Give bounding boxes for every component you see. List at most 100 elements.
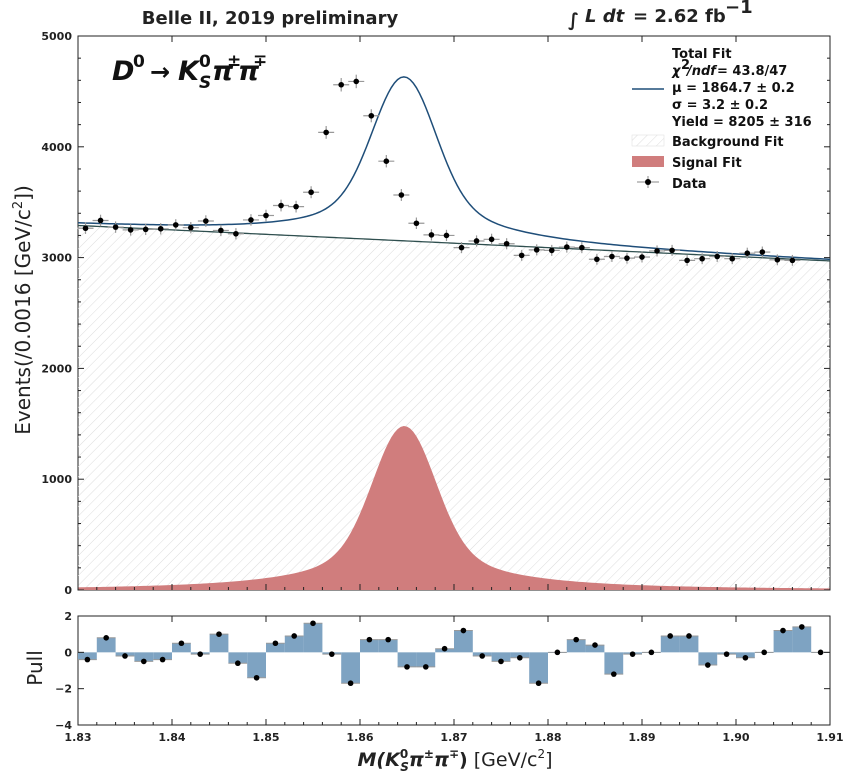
data-point	[152, 223, 169, 235]
x-tick-label: 1.88	[534, 731, 561, 744]
pull-point	[535, 680, 542, 687]
data-point-marker	[398, 192, 405, 198]
x-tick-label: 1.87	[440, 731, 467, 744]
data-point-marker	[548, 247, 555, 254]
data-point	[468, 235, 485, 247]
x-tick-label: 1.83	[64, 731, 91, 744]
svg-text:/ndf: /ndf	[685, 64, 718, 79]
pull-bar-fill	[96, 637, 116, 653]
data-point	[438, 229, 455, 242]
data-point	[453, 242, 470, 254]
pull-point	[329, 651, 335, 657]
x-tick-label: 1.90	[722, 731, 749, 744]
x-tick-label: 1.84	[158, 731, 185, 744]
pull-point	[385, 636, 392, 643]
pull-point	[761, 649, 767, 656]
pull-bar	[78, 652, 97, 663]
pull-bar	[397, 652, 417, 670]
data-point	[694, 253, 711, 265]
pull-bar-fill	[172, 643, 191, 653]
y-tick-label: 0	[64, 584, 72, 597]
pull-bar	[623, 651, 642, 657]
pull-bar-fill	[266, 643, 285, 653]
pull-point	[159, 656, 166, 663]
pull-bar	[266, 640, 285, 653]
pull-point	[122, 653, 128, 659]
data-point	[513, 249, 530, 261]
data-point-marker	[428, 232, 435, 238]
total-fit-line	[77, 76, 831, 261]
pull-bar	[698, 652, 718, 668]
svg-text:χ: χ	[671, 64, 682, 79]
x-tick-label: 1.85	[252, 731, 279, 744]
pull-point	[648, 649, 655, 656]
pull-point	[84, 656, 91, 663]
data-point-marker	[413, 220, 420, 227]
data-point	[634, 251, 650, 263]
pull-point	[253, 674, 260, 681]
svg-text:Total Fit: Total Fit	[672, 47, 732, 62]
data-point-marker	[293, 203, 299, 210]
pull-bar-fill	[660, 635, 680, 653]
data-point-marker	[744, 250, 751, 256]
pull-bar-fill	[679, 635, 699, 653]
pull-bar-fill	[792, 626, 812, 653]
y-tick-label: 3000	[41, 252, 72, 265]
pull-bar	[172, 640, 191, 653]
pull-point	[573, 636, 579, 643]
pull-bar	[416, 652, 436, 670]
data-point-marker	[503, 240, 510, 247]
pull-bar-fill	[284, 635, 304, 653]
pull-point	[404, 664, 410, 670]
pull-bar-fill	[416, 652, 436, 667]
data-point-marker	[127, 227, 134, 233]
pull-bar	[360, 636, 379, 653]
data-point-marker	[458, 244, 465, 251]
pull-bar	[736, 652, 755, 661]
data-point-marker	[533, 247, 540, 253]
data-point-marker	[518, 252, 525, 259]
data-point-marker	[609, 253, 615, 260]
data-point	[408, 217, 425, 229]
svg-text:= 43.8/47: = 43.8/47	[717, 64, 787, 79]
pull-point	[742, 654, 749, 661]
svg-text:Yield = 8205 ± 316: Yield = 8205 ± 316	[671, 115, 812, 130]
data-point-marker	[473, 238, 480, 244]
data-point-marker	[774, 257, 781, 263]
data-point-marker	[218, 227, 224, 234]
signal-fit-area	[78, 426, 830, 590]
pull-bar	[284, 633, 304, 653]
svg-text:K: K	[178, 56, 201, 87]
data-point-marker	[82, 225, 89, 232]
legend: Total Fit χ 2 /ndf = 43.8/47 μ = 1864.7 …	[631, 47, 812, 192]
y-axis-label-pull: Pull	[23, 650, 47, 686]
pull-bar-fill	[773, 630, 793, 653]
data-point-marker	[278, 202, 284, 209]
svg-text:∓: ∓	[253, 51, 267, 71]
pull-point	[479, 653, 486, 659]
data-point	[182, 221, 199, 234]
pull-point	[592, 642, 598, 648]
pull-point	[460, 627, 467, 634]
pull-bar-fill	[341, 652, 360, 684]
svg-text:2: 2	[681, 58, 690, 73]
pull-bar-fill	[153, 652, 172, 660]
data-point-marker	[97, 217, 104, 224]
data-point-marker	[684, 257, 690, 264]
pull-y-tick-label: 2	[64, 610, 72, 623]
pull-point	[235, 660, 241, 667]
pull-point	[423, 664, 429, 670]
pull-point	[799, 624, 805, 630]
pull-point	[291, 633, 298, 639]
pull-bar	[115, 652, 135, 659]
svg-text:S: S	[199, 73, 211, 93]
x-tick-label: 1.89	[628, 731, 655, 744]
data-point	[92, 214, 109, 227]
pull-bar	[435, 645, 454, 653]
data-point-marker	[353, 78, 360, 85]
pull-bar	[472, 652, 492, 659]
pull-point	[103, 635, 109, 641]
pull-y-tick-label: −2	[55, 683, 72, 696]
pull-y-tick-label: 0	[64, 646, 72, 659]
svg-text:Signal Fit: Signal Fit	[672, 156, 742, 171]
